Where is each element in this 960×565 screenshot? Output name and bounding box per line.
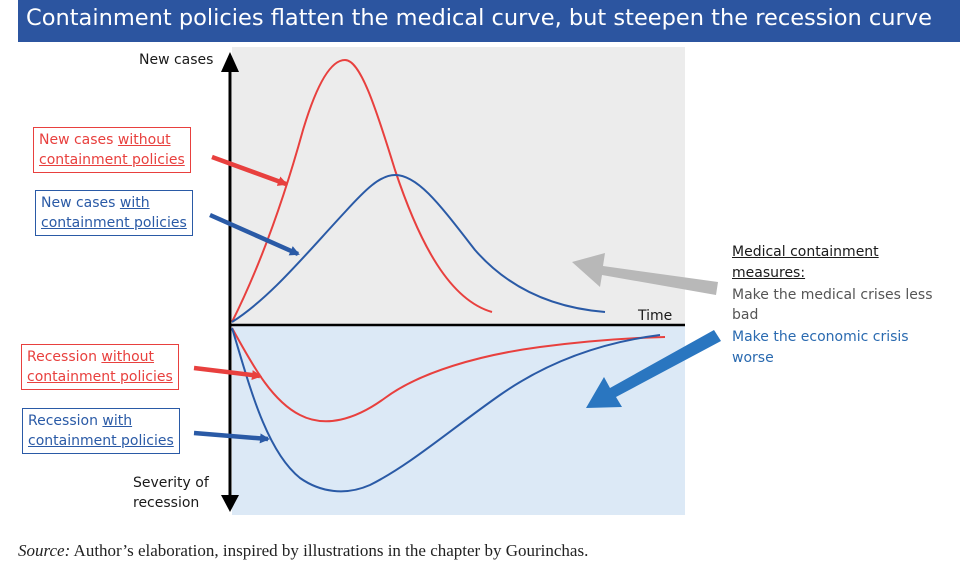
arrow-recession-without <box>193 365 262 381</box>
side-note-economic-line1: Make the economic crisis <box>732 329 909 345</box>
callout-line1: Recession with <box>28 411 174 431</box>
callout-recession-without: Recession without containment policies <box>21 344 179 390</box>
gray-arrow-icon <box>572 253 718 295</box>
curve-new-cases-without <box>231 58 493 323</box>
economic-panel <box>232 325 685 515</box>
callout-emphasis: without <box>101 349 155 365</box>
y-axis-label-severity-line2: recession <box>133 495 200 511</box>
callout-line2: containment policies <box>28 433 174 449</box>
callout-line1: New cases with <box>41 193 187 213</box>
source-prefix: Source: <box>18 541 71 560</box>
source-text: Author’s elaboration, inspired by illust… <box>70 541 589 560</box>
title-bar: Containment policies flatten the medical… <box>18 0 960 42</box>
callout-emphasis: with <box>119 195 150 211</box>
medical-panel <box>232 47 685 325</box>
curve-recession-without <box>231 327 666 423</box>
callout-text: Recession <box>28 413 103 429</box>
callout-line1: New cases without <box>39 130 185 150</box>
callout-text: New cases <box>41 195 120 211</box>
y-axis-label-new-cases: New cases <box>139 52 214 68</box>
callout-new-cases-without: New cases without containment policies <box>33 127 191 173</box>
y-axis-arrow-down-icon <box>221 495 239 512</box>
callout-text: New cases <box>39 132 118 148</box>
curve-recession-with <box>231 327 661 493</box>
y-axis-arrow-up-icon <box>221 52 239 72</box>
side-note-heading-line1: Medical containment <box>732 244 879 260</box>
callout-line2: containment policies <box>39 152 185 168</box>
blue-arrow-icon <box>586 330 721 408</box>
source-note: Source: Author’s elaboration, inspired b… <box>18 541 588 561</box>
curve-new-cases-with <box>231 173 606 323</box>
page-title: Containment policies flatten the medical… <box>26 5 932 31</box>
callout-text: Recession <box>27 349 102 365</box>
side-note-heading-line2: measures: <box>732 265 806 281</box>
callout-emphasis: without <box>117 132 171 148</box>
callout-recession-with: Recession with containment policies <box>22 408 180 454</box>
callout-new-cases-with: New cases with containment policies <box>35 190 193 236</box>
arrow-new-cases-without <box>211 154 288 187</box>
side-note-medical-line2: bad <box>732 307 759 323</box>
side-note-economic-line2: worse <box>732 350 774 366</box>
callout-line2: containment policies <box>41 215 187 231</box>
x-axis-label-time: Time <box>638 308 673 324</box>
callout-line2: containment policies <box>27 369 173 385</box>
y-axis-label-severity-line1: Severity of <box>133 475 209 491</box>
arrow-new-cases-with <box>209 212 300 257</box>
callout-emphasis: with <box>102 413 133 429</box>
arrow-recession-with <box>193 430 270 444</box>
side-note-medical-line1: Make the medical crises less <box>732 287 933 303</box>
callout-line1: Recession without <box>27 347 173 367</box>
